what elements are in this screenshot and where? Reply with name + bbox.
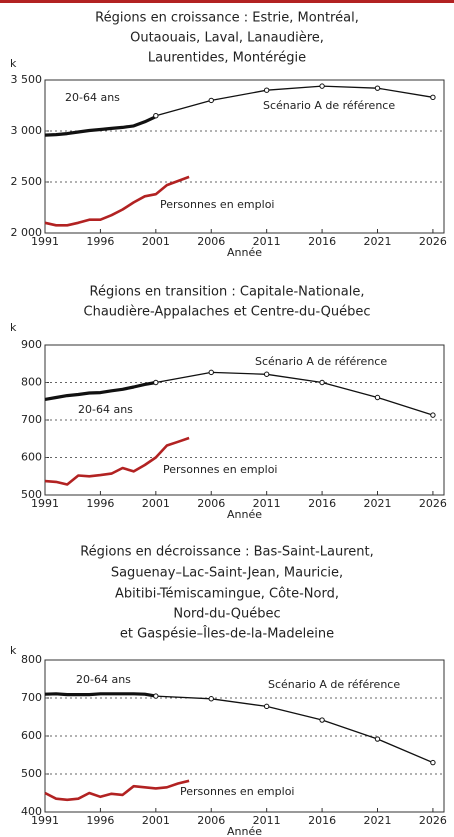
series-line [44,692,157,698]
plot-frame [44,659,445,813]
series-line [44,380,157,401]
series-label: Personnes en emploi [180,785,294,798]
marker [263,371,270,377]
top-rule [0,0,454,3]
series-label: Scénario A de référence [268,678,400,691]
chart-title: Laurentides, Montérégie [148,51,306,66]
chart-title: Régions en transition : Capitale-Nationa… [90,285,365,300]
series-label: Scénario A de référence [255,355,387,368]
series-line [155,695,434,764]
marker [263,87,270,93]
x-axis-label: Année [227,508,262,521]
x-tick-label: 1996 [86,235,114,248]
marker [430,412,436,418]
x-tick-label: 2021 [364,497,392,510]
chart-title: Régions en croissance : Estrie, Montréal… [95,11,359,26]
marker [153,693,159,699]
x-tick-label: 1991 [31,497,59,510]
series-label: Scénario A de référence [263,99,395,112]
x-tick-label: 2026 [419,235,447,248]
y-tick-label: 700 [21,413,42,426]
x-tick-label: 1991 [31,235,59,248]
marker [263,703,270,710]
series-label: 20-64 ans [65,91,120,104]
x-tick-label: 2016 [308,497,336,510]
marker [319,379,325,386]
series-line [155,85,434,117]
x-tick-label: 1996 [86,497,114,510]
series-label: 20-64 ans [76,673,131,686]
x-axis-label: Année [227,246,262,259]
x-tick-label: 2021 [364,814,392,827]
x-tick-label: 2011 [253,497,281,510]
series-line [44,779,190,802]
marker [430,94,436,101]
y-tick-label: 600 [21,729,42,742]
x-tick-label: 2001 [142,814,170,827]
x-tick-label: 2026 [419,814,447,827]
x-tick-label: 2026 [419,497,447,510]
chart-title: Saguenay–Lac-Saint-Jean, Mauricie, [111,566,343,581]
x-tick-label: 2006 [197,497,225,510]
plot-frame [44,79,445,234]
marker [319,83,325,89]
y-axis-label: k [10,321,17,334]
chart-title: et Gaspésie–Îles-de-la-Madeleine [120,626,334,642]
y-tick-label: 3 000 [11,124,43,137]
y-tick-label: 3 500 [11,73,43,86]
y-axis-label: k [10,57,17,70]
y-tick-label: 900 [21,338,42,351]
y-tick-label: 500 [21,767,42,780]
series-line [44,436,190,486]
chart-title: Abitibi-Témiscamingue, Côte-Nord, [115,587,339,602]
x-tick-label: 2006 [197,814,225,827]
x-axis-label: Année [227,825,262,837]
x-tick-label: 2011 [253,814,281,827]
marker [374,736,381,742]
series-line [44,175,190,227]
y-tick-label: 500 [21,488,42,501]
marker [319,717,325,723]
x-tick-label: 2006 [197,235,225,248]
chart-title: Outaouais, Laval, Lanaudière, [130,31,324,46]
series-line [44,115,157,137]
y-tick-label: 2 000 [11,226,43,239]
y-tick-label: 700 [21,691,42,704]
chart-title: Régions en décroissance : Bas-Saint-Laur… [80,545,374,560]
x-tick-label: 2001 [142,497,170,510]
marker [153,379,159,386]
chart-title: Chaudière-Appalaches et Centre-du-Québec [84,305,371,320]
marker [430,759,436,766]
plot-frame [44,344,445,496]
y-tick-label: 600 [21,451,42,464]
marker [208,696,214,702]
marker [374,85,381,91]
marker [153,113,159,119]
series-label: Personnes en emploi [160,198,274,211]
y-tick-label: 400 [21,805,42,818]
y-tick-label: 800 [21,376,42,389]
x-tick-label: 1991 [31,814,59,827]
y-tick-label: 2 500 [11,175,43,188]
chart-title: Nord-du-Québec [173,607,280,622]
marker [208,369,214,376]
x-tick-label: 1996 [86,814,114,827]
y-tick-label: 800 [21,653,42,666]
marker [374,394,381,401]
x-tick-label: 2021 [364,235,392,248]
series-label: Personnes en emploi [163,463,277,476]
marker [208,97,214,104]
series-label: 20-64 ans [78,403,133,416]
y-axis-label: k [10,644,17,657]
x-tick-label: 2016 [308,235,336,248]
series-line [155,371,434,416]
x-tick-label: 2016 [308,814,336,827]
x-tick-label: 2011 [253,235,281,248]
x-tick-label: 2001 [142,235,170,248]
